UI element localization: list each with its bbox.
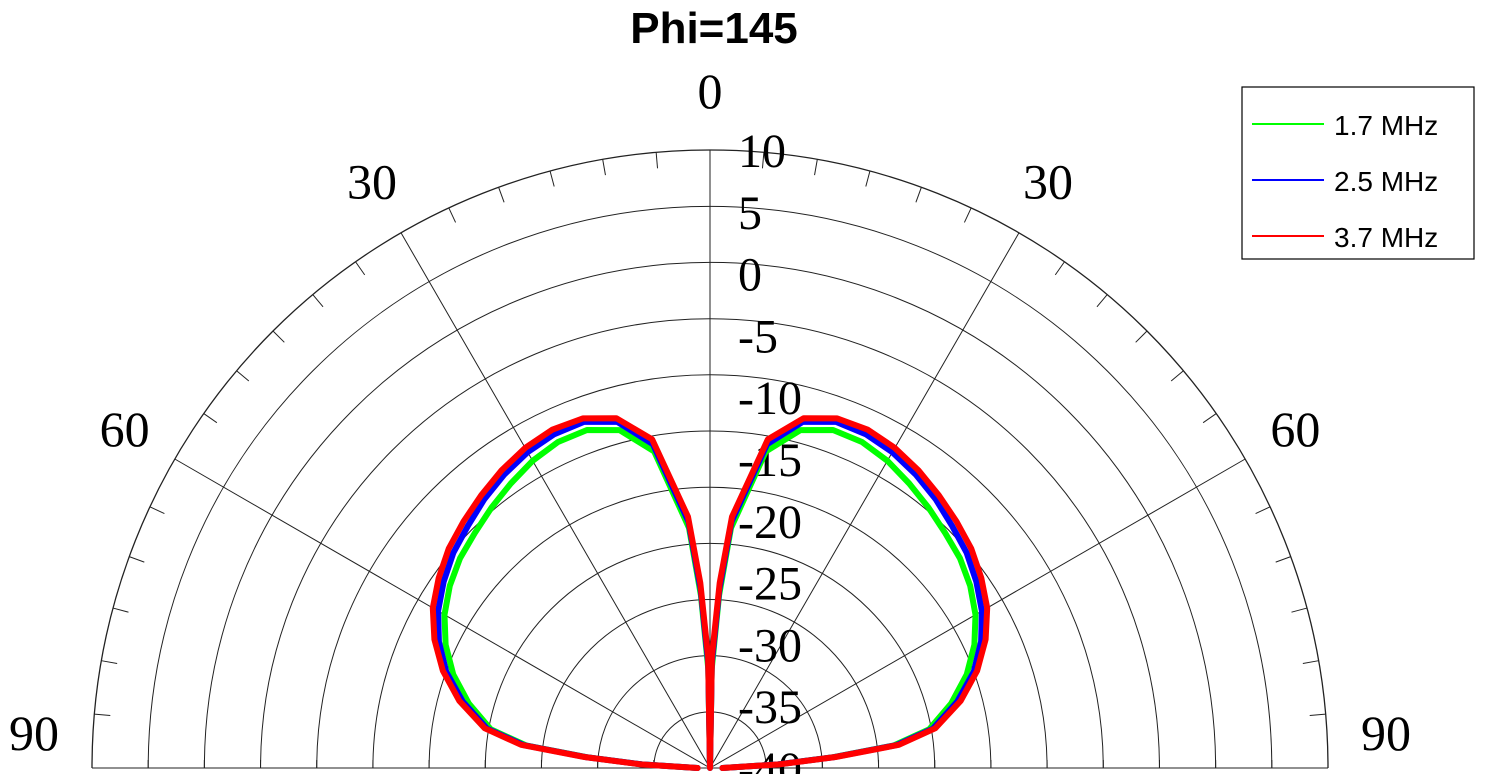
angle-tick-labels: 90 60 30 0 30 60 90 — [9, 63, 1411, 761]
grid-spoke — [709, 232, 1020, 769]
radial-tick-label: -10 — [738, 372, 802, 425]
angle-tick-label: 60 — [1270, 401, 1320, 457]
legend-label: 2.5 MHz — [1334, 166, 1438, 197]
angle-tick-mark — [498, 187, 505, 203]
radial-tick-label: -35 — [738, 681, 802, 734]
grid-spoke — [400, 232, 711, 769]
angle-tick-label: 0 — [698, 63, 723, 119]
angle-tick-mark — [112, 607, 129, 613]
series-line — [429, 415, 991, 771]
series-group — [429, 415, 991, 771]
legend-label: 1.7 MHz — [1334, 110, 1438, 141]
angle-tick-label: 30 — [1023, 154, 1073, 210]
angle-tick-mark — [1255, 506, 1271, 515]
angle-tick-mark — [761, 152, 765, 169]
angle-tick-mark — [1202, 413, 1217, 424]
angle-tick-mark — [355, 261, 366, 276]
angle-tick-mark — [1309, 713, 1326, 717]
angle-tick-mark — [602, 159, 606, 176]
radial-tick-label: -30 — [738, 619, 802, 672]
radial-tick-label: 5 — [738, 187, 762, 240]
angle-tick-label: 90 — [9, 705, 59, 761]
angle-tick-mark — [549, 170, 555, 187]
chart-title: Phi=145 — [630, 4, 798, 53]
radial-tick-label: 0 — [738, 249, 762, 302]
angle-tick-mark — [915, 187, 922, 203]
angle-tick-mark — [236, 370, 250, 382]
angle-tick-mark — [1170, 370, 1184, 382]
radial-tick-label: 10 — [738, 125, 786, 178]
angle-tick-mark — [963, 207, 972, 223]
radial-tick-label: -5 — [738, 310, 778, 363]
angle-tick-mark — [1275, 556, 1291, 563]
radial-tick-label: -25 — [738, 558, 802, 611]
angle-tick-mark — [1135, 330, 1148, 343]
angle-tick-label: 60 — [100, 401, 150, 457]
angle-tick-mark — [865, 170, 871, 187]
angle-tick-mark — [655, 152, 659, 169]
angle-tick-mark — [101, 660, 118, 664]
angle-tick-label: 90 — [1361, 705, 1411, 761]
angle-tick-mark — [203, 413, 218, 424]
angle-tick-mark — [94, 713, 111, 717]
angle-tick-mark — [312, 294, 324, 308]
polar-grid — [91, 149, 1329, 769]
angle-tick-mark — [272, 330, 285, 343]
angle-tick-mark — [1054, 261, 1065, 276]
angle-tick-mark — [1291, 607, 1308, 613]
radial-tick-label: -20 — [738, 496, 802, 549]
legend: 1.7 MHz 2.5 MHz 3.7 MHz — [1241, 86, 1475, 260]
angle-tick-mark — [448, 207, 457, 223]
legend-box — [1241, 86, 1475, 260]
angle-tick-label: 30 — [347, 154, 397, 210]
angle-tick-mark — [129, 556, 145, 563]
angle-tick-mark — [149, 506, 165, 515]
legend-label: 3.7 MHz — [1334, 222, 1438, 253]
angle-tick-mark — [1302, 660, 1319, 664]
angle-tick-mark — [814, 159, 818, 176]
angle-tick-mark — [1096, 294, 1108, 308]
